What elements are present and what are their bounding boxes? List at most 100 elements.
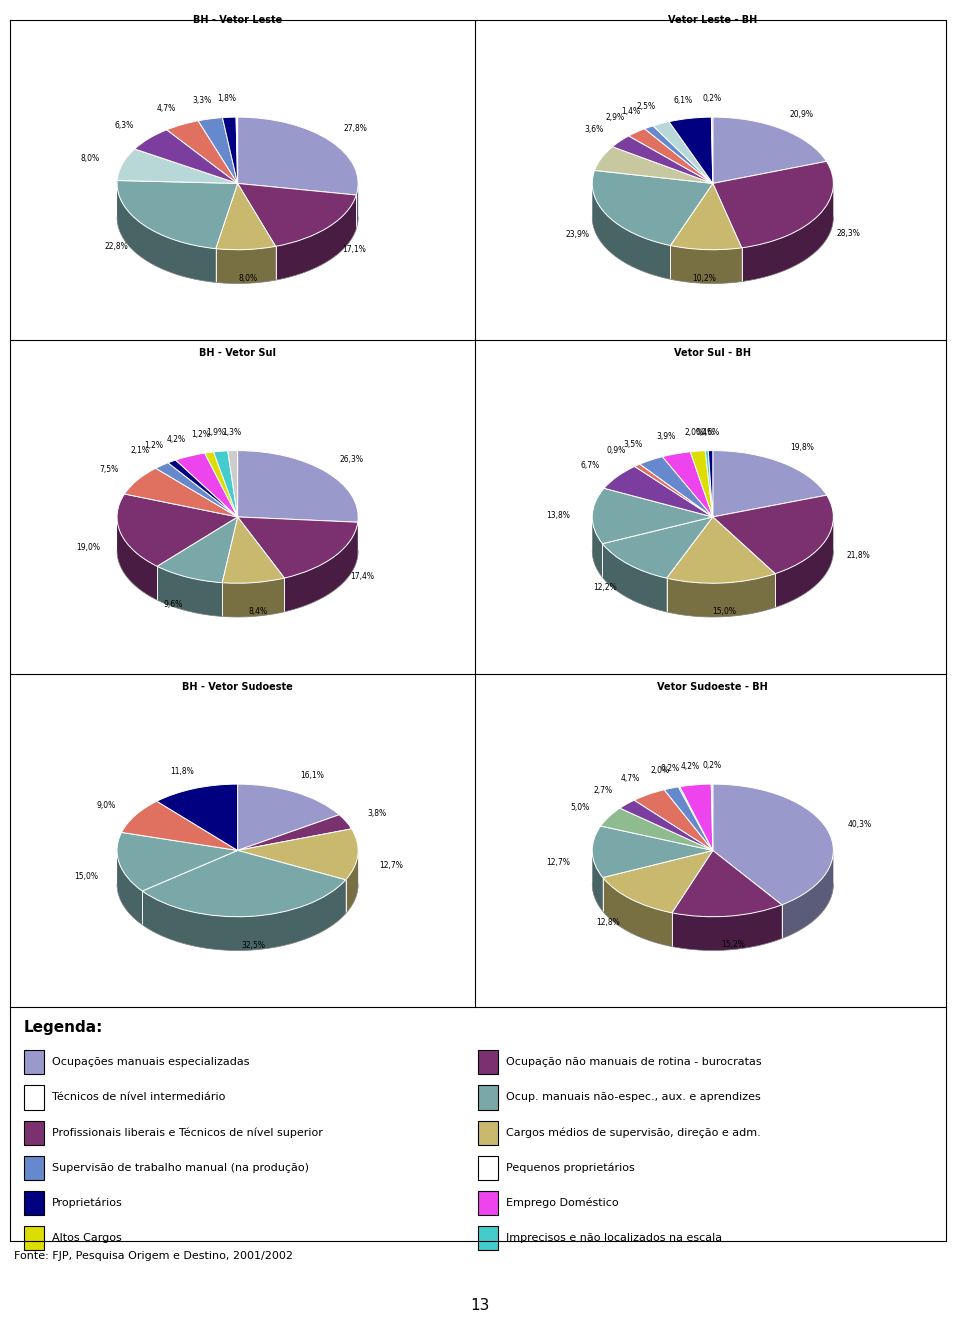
Text: 4,2%: 4,2% [681, 762, 700, 771]
Wedge shape [134, 129, 238, 183]
Wedge shape [603, 516, 712, 578]
Wedge shape [635, 464, 712, 516]
Wedge shape [176, 454, 238, 516]
Text: Supervisão de trabalho manual (na produção): Supervisão de trabalho manual (na produç… [52, 1163, 309, 1173]
Text: 10,2%: 10,2% [692, 273, 715, 283]
Title: BH - Vetor Sudoeste: BH - Vetor Sudoeste [182, 682, 293, 691]
Polygon shape [775, 515, 833, 607]
Text: 1,9%: 1,9% [206, 428, 226, 438]
Text: 0,4%: 0,4% [695, 428, 714, 436]
Text: 2,5%: 2,5% [636, 103, 656, 111]
Polygon shape [672, 904, 781, 951]
Text: 8,0%: 8,0% [239, 273, 258, 283]
Wedge shape [117, 149, 238, 183]
Text: 5,0%: 5,0% [570, 803, 589, 811]
Wedge shape [223, 117, 238, 183]
Text: 16,1%: 16,1% [300, 771, 324, 780]
Text: 4,7%: 4,7% [156, 104, 176, 112]
Text: 13,8%: 13,8% [546, 511, 570, 520]
Polygon shape [592, 848, 603, 911]
Text: 26,3%: 26,3% [339, 455, 363, 464]
Wedge shape [117, 494, 238, 567]
Polygon shape [117, 183, 216, 283]
Wedge shape [122, 802, 238, 851]
Text: 0,2%: 0,2% [703, 760, 721, 770]
Text: 19,8%: 19,8% [790, 443, 814, 452]
Text: 1,3%: 1,3% [222, 428, 241, 436]
Polygon shape [603, 878, 672, 947]
Wedge shape [238, 117, 358, 195]
Bar [24, 1226, 44, 1250]
Polygon shape [603, 544, 666, 612]
Wedge shape [238, 516, 358, 578]
Bar [478, 1121, 498, 1145]
Bar [24, 1191, 44, 1215]
Wedge shape [612, 136, 712, 183]
Wedge shape [168, 460, 238, 516]
Text: 15,2%: 15,2% [721, 940, 745, 950]
Polygon shape [670, 245, 742, 284]
Text: 1,4%: 1,4% [621, 107, 640, 116]
Wedge shape [712, 784, 833, 904]
Text: Pequenos proprietários: Pequenos proprietários [506, 1163, 635, 1173]
Wedge shape [644, 125, 712, 183]
Bar [24, 1155, 44, 1181]
Text: Cargos médios de supervisão, direção e adm.: Cargos médios de supervisão, direção e a… [506, 1127, 760, 1138]
Text: Emprego Doméstico: Emprego Doméstico [506, 1198, 618, 1209]
Wedge shape [635, 790, 712, 851]
Text: 32,5%: 32,5% [241, 940, 265, 950]
Wedge shape [690, 451, 712, 516]
Wedge shape [712, 495, 833, 574]
Text: 40,3%: 40,3% [848, 820, 872, 830]
Wedge shape [662, 452, 712, 516]
Text: 8,4%: 8,4% [249, 607, 268, 616]
Text: 17,1%: 17,1% [343, 244, 367, 253]
Wedge shape [712, 117, 827, 183]
Title: BH - Vetor Sul: BH - Vetor Sul [199, 348, 276, 358]
Bar [24, 1121, 44, 1145]
Bar [478, 1226, 498, 1250]
Wedge shape [592, 171, 712, 245]
Wedge shape [604, 467, 712, 516]
Wedge shape [213, 451, 238, 516]
Title: BH - Vetor Leste: BH - Vetor Leste [193, 15, 282, 24]
Wedge shape [712, 451, 827, 516]
Wedge shape [125, 468, 238, 516]
Text: 2,9%: 2,9% [606, 113, 625, 123]
Wedge shape [653, 121, 712, 183]
Text: 12,8%: 12,8% [596, 918, 620, 927]
Wedge shape [117, 180, 238, 248]
Text: 2,0%: 2,0% [684, 428, 703, 438]
Text: Legenda:: Legenda: [24, 1021, 103, 1035]
Text: 7,5%: 7,5% [100, 466, 119, 475]
Wedge shape [142, 851, 346, 916]
Text: 9,0%: 9,0% [97, 802, 116, 810]
Text: 12,7%: 12,7% [380, 862, 403, 871]
Wedge shape [708, 451, 712, 516]
Bar [478, 1086, 498, 1110]
Polygon shape [666, 574, 775, 618]
Wedge shape [680, 784, 712, 851]
Text: 6,3%: 6,3% [114, 121, 133, 131]
Wedge shape [601, 808, 712, 851]
Text: 2,1%: 2,1% [131, 447, 150, 455]
Text: 3,9%: 3,9% [657, 432, 676, 440]
Text: 15,0%: 15,0% [712, 607, 736, 616]
Text: 22,8%: 22,8% [105, 241, 129, 251]
Text: 3,8%: 3,8% [367, 808, 386, 818]
Wedge shape [157, 516, 238, 583]
Wedge shape [592, 488, 712, 544]
Bar [24, 1086, 44, 1110]
Text: 6,7%: 6,7% [581, 460, 600, 470]
Wedge shape [238, 451, 358, 522]
Text: 21,8%: 21,8% [846, 551, 870, 560]
Wedge shape [167, 121, 238, 183]
Text: Altos Cargos: Altos Cargos [52, 1234, 122, 1243]
Wedge shape [594, 147, 712, 183]
Text: 4,7%: 4,7% [621, 774, 640, 783]
Wedge shape [672, 851, 781, 916]
Text: 0,2%: 0,2% [660, 764, 680, 774]
Text: 4,2%: 4,2% [167, 435, 186, 443]
Title: Vetor Sudoeste - BH: Vetor Sudoeste - BH [658, 682, 768, 691]
Text: 20,9%: 20,9% [790, 109, 814, 119]
